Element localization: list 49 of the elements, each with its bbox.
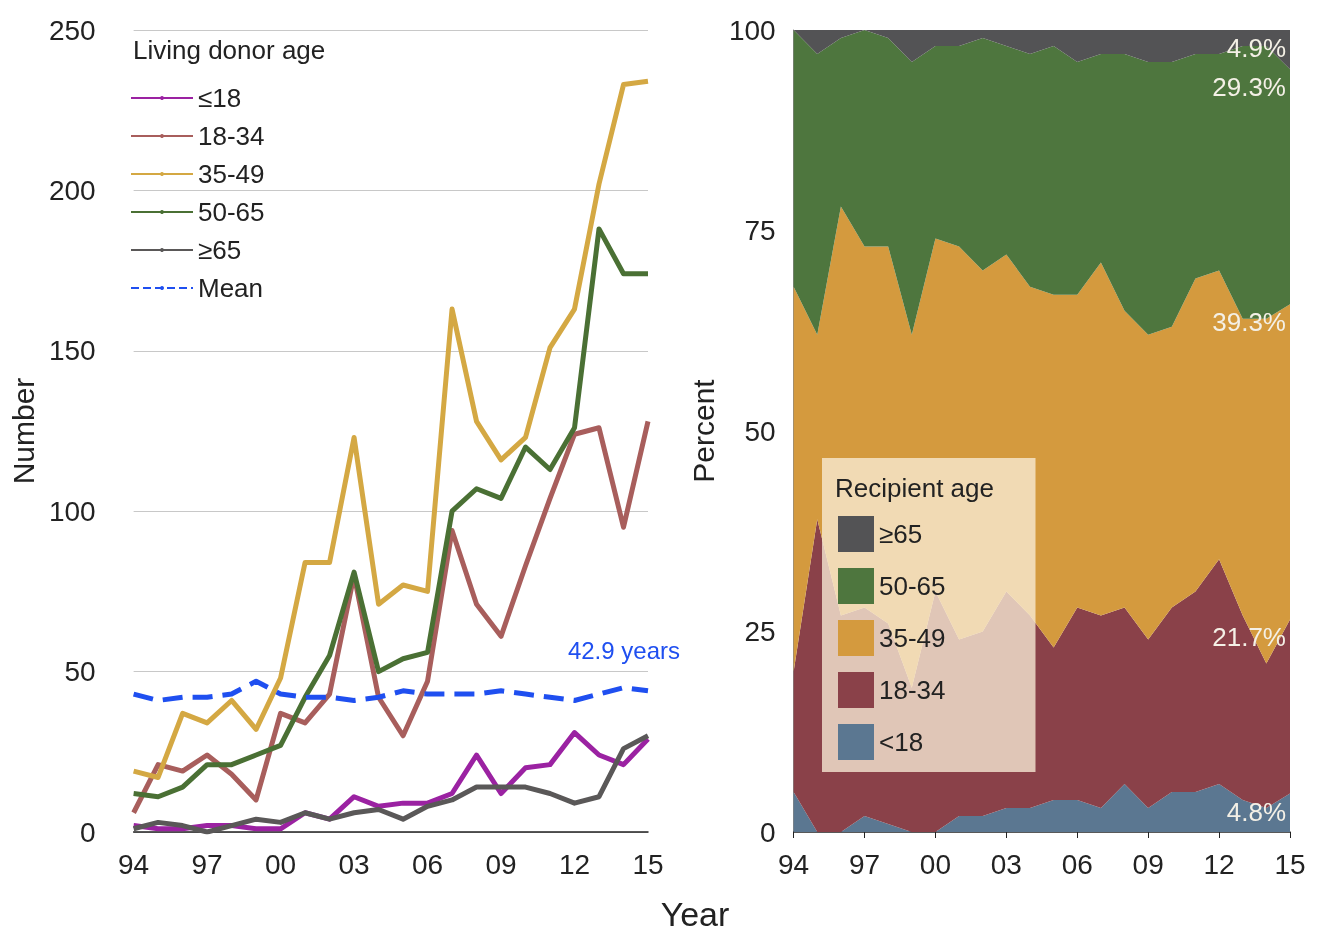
x-tick-label: 12	[1203, 848, 1235, 880]
x-tick-label: 09	[1132, 848, 1164, 880]
data-label: 4.9%	[1226, 33, 1286, 63]
x-tick-label: 09	[485, 848, 517, 880]
annotation: 42.9 years	[567, 637, 680, 665]
data-label: 4.8%	[1226, 796, 1286, 827]
y-tick-label: 200	[48, 174, 96, 206]
legend-label: Mean	[198, 273, 264, 303]
y-tick-label: 100	[728, 14, 776, 46]
x-axis-title: Year	[659, 895, 731, 934]
legend-label: 35-49	[879, 623, 946, 653]
y-tick-label: 150	[48, 335, 96, 367]
legend-label: ≥65	[879, 519, 923, 549]
x-tick-label: 00	[265, 848, 297, 880]
x-tick-label: 06	[1061, 848, 1093, 880]
x-tick-label: 12	[558, 848, 591, 880]
data-label: 29.3%	[1212, 72, 1286, 103]
y-tick-label: 75	[744, 215, 776, 246]
legend-label: 18-34	[879, 675, 946, 705]
y-axis-title: Number	[6, 377, 40, 485]
data-label: 39.3%	[1212, 307, 1286, 338]
y-tick-label: 0	[760, 816, 776, 848]
y-tick-label: 50	[64, 656, 96, 688]
x-tick-label: 00	[919, 848, 952, 880]
x-tick-label: 97	[848, 848, 881, 880]
legend-label: 18-34	[198, 121, 265, 151]
legend-title: Living donor age	[133, 35, 326, 65]
y-tick-label: 100	[48, 495, 96, 527]
legend-title: Recipient age	[835, 473, 994, 503]
x-tick-label: 03	[338, 848, 370, 880]
x-tick-label: 03	[990, 848, 1022, 880]
y-tick-label: 50	[744, 415, 776, 447]
legend-label: ≥65	[198, 235, 242, 265]
x-tick-label: 97	[191, 848, 223, 880]
x-tick-label: 15	[1274, 848, 1306, 880]
x-tick-label: 15	[632, 848, 664, 880]
y-tick-label: 0	[80, 816, 96, 848]
legend-label: 35-49	[198, 159, 265, 189]
x-tick-label: 94	[778, 848, 810, 880]
x-tick-label: 94	[118, 848, 150, 880]
legend-label: 50-65	[879, 571, 946, 601]
y-tick-label: 25	[744, 616, 776, 647]
x-tick-label: 06	[411, 848, 444, 880]
y-axis-title: Percent	[686, 378, 720, 483]
y-tick-label: 250	[48, 14, 96, 46]
legend-label: ≤18	[198, 83, 242, 113]
data-label: 21.7%	[1212, 622, 1286, 653]
legend-label: 50-65	[198, 197, 265, 227]
legend-label: <18	[879, 727, 924, 757]
